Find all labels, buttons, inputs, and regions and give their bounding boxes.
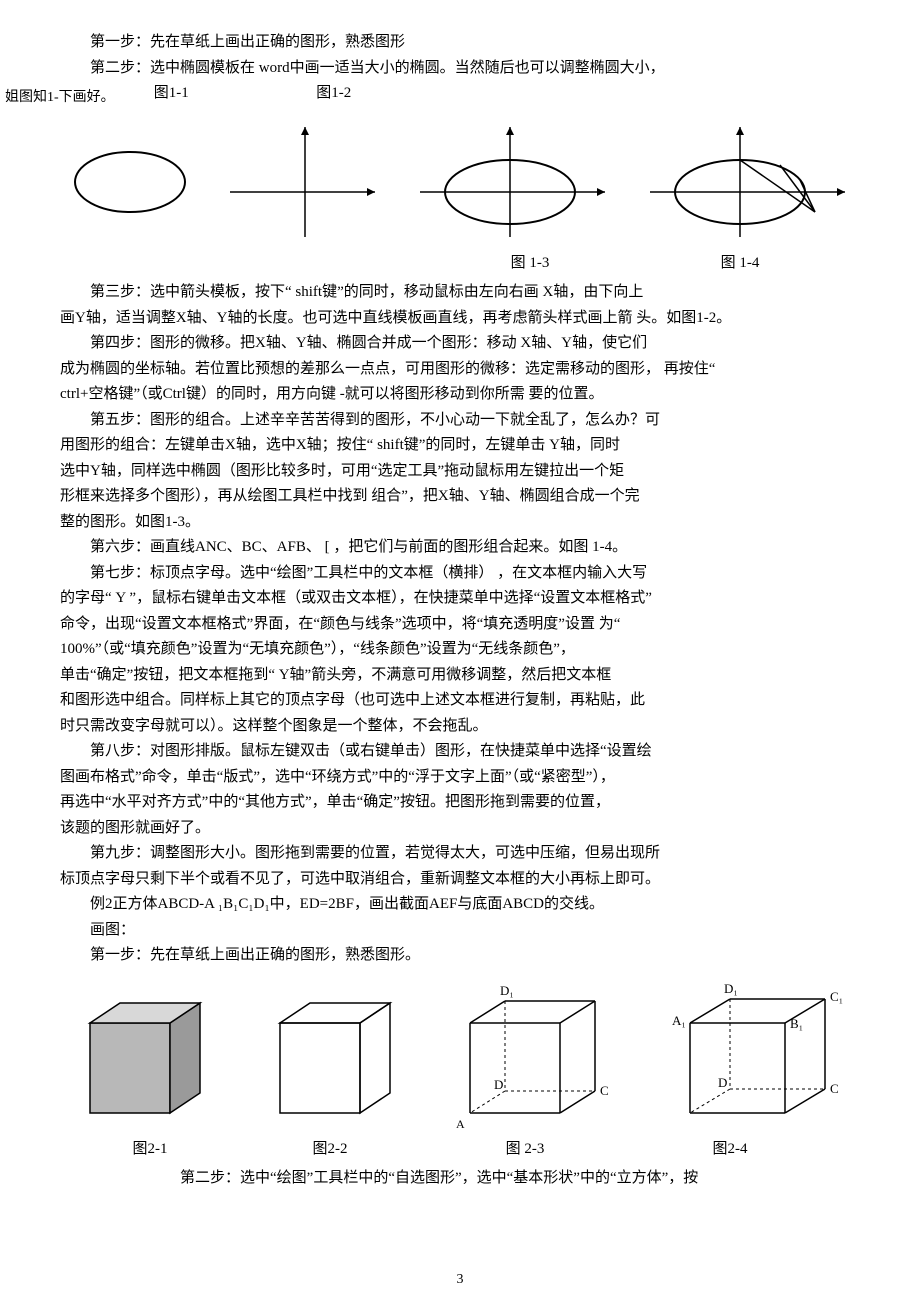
label-C: C: [600, 1083, 609, 1098]
caption-2-1: 图2-1: [60, 1137, 240, 1163]
fig-1-3: [410, 117, 620, 247]
s1b: 第一步：先在草纸上画出正确的图形，熟悉图形。: [60, 943, 860, 969]
p7b: 的字母“ Y ”，鼠标右键单击文本框（或双击文本框），在快捷菜单中选择“设置文本…: [60, 586, 860, 612]
caption-1-4: 图 1-4: [665, 251, 815, 277]
p7f: 和图形选中组合。同样标上其它的顶点字母（也可选中上述文本框进行复制，再粘贴，此: [60, 688, 860, 714]
p5e: 整的图形。如图1-3。: [60, 510, 860, 536]
page: 姐图知1-下画好。 第一步：先在草纸上画出正确的图形，熟悉图形 第二步：选中椭圆…: [0, 0, 920, 1304]
p9b: 标顶点字母只剩下半个或看不见了，可选中取消组合，重新调整文本框的大小再标上即可。: [60, 867, 860, 893]
label-B1: B₁: [790, 1016, 803, 1031]
p8d: 该题的图形就画好了。: [60, 816, 860, 842]
p5a: 第五步：图形的组合。上述辛辛苦苦得到的图形，不小心动一下就全乱了，怎么办？可: [60, 408, 860, 434]
draw: 画图：: [60, 918, 860, 944]
p3a: 第三步：选中箭头模板，按下“ shift键”的同时，移动鼠标由左向右画 X轴，由…: [60, 280, 860, 306]
label-A1: A₁: [672, 1013, 686, 1028]
p7c: 命令，出现“设置文本框格式”界面，在“颜色与线条”选项中，将“填充透明度”设置 …: [60, 612, 860, 638]
p5b: 用图形的组合：左键单击X轴，选中X轴；按住“ shift键”的同时，左键单击 Y…: [60, 433, 860, 459]
step2-bottom: 第二步：选中“绘图”工具栏中的“自选图形”，选中“基本形状”中的“立方体”，按: [150, 1166, 860, 1192]
label-A: A: [456, 1117, 465, 1131]
p4c: ctrl+空格键”（或Ctrl键）的同时，用方向键 -就可以将图形移动到你所需 …: [60, 382, 860, 408]
label-D1: D₁: [500, 983, 514, 998]
fig-2-2: [250, 978, 410, 1128]
p9a: 第九步：调整图形大小。图形拖到需要的位置，若觉得太大，可选中压缩，但易出现所: [60, 841, 860, 867]
p8c: 再选中“水平对齐方式”中的“其他方式”，单击“确定”按钮。把图形拖到需要的位置，: [60, 790, 860, 816]
caption-1-3: 图 1-3: [455, 251, 605, 277]
p4a: 第四步：图形的微移。把X轴、Y轴、椭圆合并成一个图形：移动 X轴、Y轴，使它们: [60, 331, 860, 357]
label-Db: D: [718, 1075, 727, 1090]
label-D: D: [494, 1077, 503, 1092]
p5c: 选中Y轴，同样选中椭圆（图形比较多时，可用“选定工具”拖动鼠标用左键拉出一个矩: [60, 459, 860, 485]
caption-1-2: 图1-2: [316, 85, 351, 101]
figure-row-2: D₁ D C A D₁ C₁ A₁: [60, 973, 860, 1133]
p8b: 图画布格式”命令，单击“版式”，选中“环绕方式”中的“浮于文字上面”（或“紧密型…: [60, 765, 860, 791]
fig-labels-top: 图1-1 图1-2: [60, 81, 860, 107]
fig-2-4: D₁ C₁ A₁ B₁ D C: [660, 973, 860, 1133]
caption-2-2: 图2-2: [240, 1137, 420, 1163]
label-D1b: D₁: [724, 981, 738, 996]
step2: 第二步：选中椭圆模板在 word中画一适当大小的椭圆。当然随后也可以调整椭圆大小…: [60, 56, 860, 82]
caption-1-1: 图1-1: [154, 85, 189, 101]
p7g: 时只需改变字母就可以）。这样整个图象是一个整体，不会拖乱。: [60, 714, 860, 740]
fig-1-2: [220, 117, 390, 247]
fig-1-1: [60, 127, 200, 237]
p7a: 第七步：标顶点字母。选中“绘图”工具栏中的文本框（横排） ，在文本框内输入大写: [60, 561, 860, 587]
margin-note: 姐图知1-下画好。: [5, 86, 115, 110]
fig-2-1: [60, 978, 220, 1128]
fig-2-3: D₁ D C A: [440, 973, 630, 1133]
label-Cb: C: [830, 1081, 839, 1096]
p8a: 第八步：对图形排版。鼠标左键双击（或右键单击）图形，在快捷菜单中选择“设置绘: [60, 739, 860, 765]
p5d: 形框来选择多个图形），再从绘图工具栏中找到 组合”，把X轴、Y轴、椭圆组合成一个…: [60, 484, 860, 510]
caption-row-mid: 图 1-3 图 1-4: [60, 251, 860, 277]
step1: 第一步：先在草纸上画出正确的图形，熟悉图形: [60, 30, 860, 56]
fig-1-4: [640, 117, 860, 247]
p7d: 100%”（或“填充颜色”设置为“无填充颜色”），“线条颜色”设置为“无线条颜色…: [60, 637, 860, 663]
label-C1: C₁: [830, 989, 843, 1004]
ex2: 例2正方体ABCD-A ₁B₁C₁D₁中，ED=2BF，画出截面AEF与底面AB…: [60, 892, 860, 918]
caption-2-3: 图 2-3: [420, 1137, 630, 1163]
p3b: 画Y轴，适当调整X轴、Y轴的长度。也可选中直线模板画直线，再考虑箭头样式画上箭 …: [60, 306, 860, 332]
caption-row-bottom: 图2-1 图2-2 图 2-3 图2-4: [60, 1137, 860, 1163]
p7e: 单击“确定”按钮，把文本框拖到“ Y轴”箭头旁，不满意可用微移调整，然后把文本框: [60, 663, 860, 689]
figure-row-1: [60, 117, 860, 247]
caption-2-4: 图2-4: [630, 1137, 830, 1163]
page-number: 3: [457, 1268, 464, 1292]
p4b: 成为椭圆的坐标轴。若位置比预想的差那么一点点，可用图形的微移：选定需移动的图形，…: [60, 357, 860, 383]
p6: 第六步：画直线ANC、BC、AFB、 [ ，把它们与前面的图形组合起来。如图 1…: [60, 535, 860, 561]
